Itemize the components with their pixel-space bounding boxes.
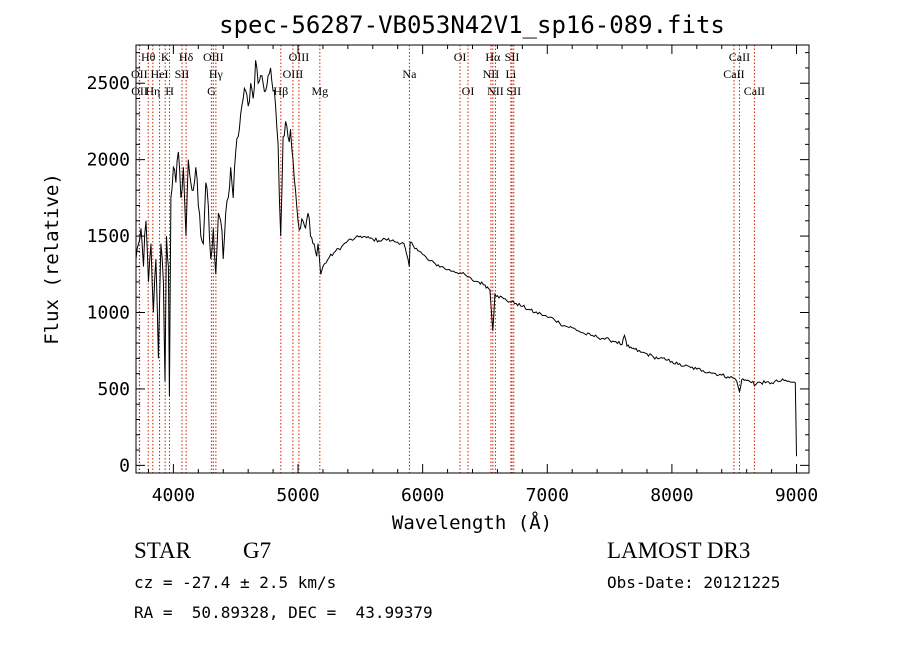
line-marker-label: OIII: [203, 50, 224, 64]
line-marker-label: CaII: [723, 67, 744, 81]
sky-coordinates: RA = 50.89328, DEC = 43.99379: [134, 603, 433, 622]
line-marker-label: SII: [175, 67, 190, 81]
line-marker-label: Mg: [311, 84, 328, 98]
x-tick-label: 4000: [152, 485, 195, 506]
line-marker-label: Hβ: [273, 84, 288, 98]
spectrum-line: [135, 60, 797, 466]
emission-line-markers: [138, 45, 755, 473]
object-subclass: G7: [243, 538, 272, 563]
line-marker-label: CaII: [729, 50, 750, 64]
line-marker-label: CaII: [744, 84, 765, 98]
survey-release: LAMOST DR3: [607, 538, 751, 563]
line-marker-label: HeI: [151, 67, 169, 81]
line-marker-label: Hθ: [141, 50, 156, 64]
x-tick-label: 6000: [401, 485, 444, 506]
x-tick-label: 8000: [650, 485, 693, 506]
line-marker-label: SII: [505, 50, 520, 64]
y-axis-label: Flux (relative): [41, 173, 63, 345]
y-tick-label: 2000: [87, 150, 130, 171]
line-marker-label: SII: [506, 84, 521, 98]
redshift-velocity: cz = -27.4 ± 2.5 km/s: [134, 573, 337, 592]
y-tick-label: 2500: [87, 73, 130, 94]
line-marker-label: OII: [131, 84, 148, 98]
line-marker-label: OIII: [289, 50, 310, 64]
line-marker-label: OIII: [283, 67, 304, 81]
y-tick-label: 500: [97, 379, 130, 400]
y-tick-label: 1000: [87, 303, 130, 324]
line-marker-label: OI: [462, 84, 475, 98]
x-tick-label: 5000: [276, 485, 319, 506]
line-marker-label: NII: [483, 67, 500, 81]
line-marker-label: Hγ: [209, 67, 224, 81]
observation-date: Obs-Date: 20121225: [607, 573, 781, 592]
line-marker-label: Na: [402, 67, 417, 81]
line-marker-label: Hη: [145, 84, 160, 98]
x-tick-label: 9000: [775, 485, 818, 506]
object-class: STAR: [134, 538, 191, 563]
line-marker-label: K: [161, 50, 170, 64]
x-tick-label: 7000: [526, 485, 569, 506]
plot-frame: [135, 44, 810, 474]
line-marker-label: OI: [454, 50, 467, 64]
line-marker-label: G: [207, 84, 216, 98]
line-marker-label: Hα: [485, 50, 501, 64]
chart-title: spec-56287-VB053N42V1_sp16-089.fits: [219, 11, 725, 39]
line-marker-label: H: [165, 84, 174, 98]
line-marker-label: OII: [131, 67, 148, 81]
line-marker-label: Li: [506, 67, 517, 81]
y-tick-label: 1500: [87, 226, 130, 247]
y-tick-label: 0: [119, 455, 130, 476]
x-axis-label: Wavelength (Å): [392, 511, 552, 534]
line-marker-label: Hδ: [179, 50, 194, 64]
line-marker-label: NII: [487, 84, 504, 98]
axis-ticks: 4000 5000 6000 7000 8000 9000 0 500 1000 1500 2000…: [87, 45, 818, 506]
